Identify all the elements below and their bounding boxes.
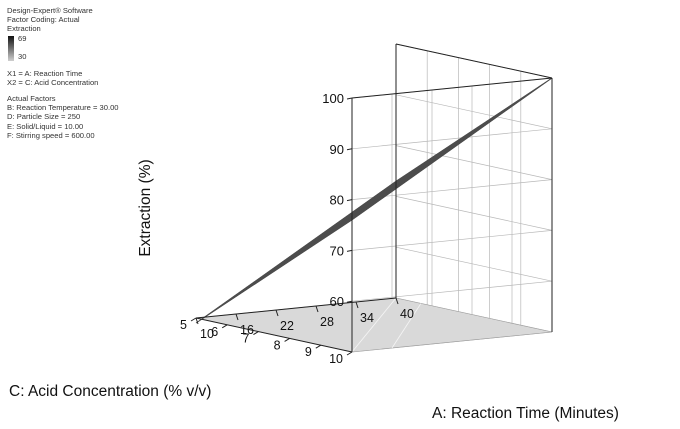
- x-tick-mark-1: [235, 313, 239, 321]
- wall-left-gridline-z-4: [351, 128, 553, 150]
- y-axis-label: C: Acid Concentration (% v/v): [9, 383, 211, 400]
- scale-high-value: 69: [18, 33, 27, 43]
- x-axis-label: A: Reaction Time (Minutes): [432, 405, 619, 422]
- surface-mesh-y-59: [349, 79, 550, 222]
- x-tick-mark-4: [355, 301, 359, 309]
- z-tick-mark-2: [346, 199, 353, 202]
- design-legend: Design-Expert® Software Factor Coding: A…: [7, 6, 197, 140]
- actual-factor-3: F: Stirring speed = 600.00: [7, 130, 95, 140]
- tick-labels: 60 70 80 90 100 10 16 22 28 34 40 5 6 7 8 9 10: [180, 91, 414, 366]
- z-axis-label: Extraction (%): [137, 159, 154, 256]
- z-tick-mark-3: [346, 148, 353, 151]
- y-tick-0: 5: [180, 318, 187, 332]
- y-tick-mark-1: [221, 324, 228, 329]
- frame-front-x-edge: [195, 297, 397, 319]
- x-tick-5: 40: [400, 307, 414, 321]
- x-tick-2: 22: [280, 319, 294, 333]
- x-tick-mark-0: [195, 317, 199, 325]
- wall-right-gridline-z-4: [395, 94, 553, 130]
- y-tick-mark-3: [284, 337, 290, 342]
- color-scale: 69 30: [7, 34, 197, 62]
- back-wall-right: [396, 44, 552, 332]
- wall-right-gridline-z-1: [395, 246, 553, 282]
- x2-factor: X2 = C: Acid Concentration: [7, 77, 99, 87]
- x-tick-mark-2: [275, 309, 279, 317]
- wall-right-gridline-z-2: [395, 196, 553, 231]
- response-surface: [195, 77, 553, 324]
- back-walls: [351, 43, 553, 353]
- y-tick-mark-0: [190, 317, 197, 322]
- box-frame: [195, 43, 553, 353]
- wall-left-gridline-z-1: [351, 280, 553, 302]
- actual-factor-0: B: Reaction Temperature = 30.00: [7, 103, 119, 113]
- wall-right-gridline-z-3: [395, 145, 553, 180]
- wall-left-gridline-z-2: [351, 230, 553, 251]
- frame-top-left-edge: [351, 77, 553, 99]
- y-tick-5: 10: [329, 352, 343, 366]
- response-name: Extraction: [7, 24, 41, 34]
- factor-coding: Factor Coding: Actual: [7, 15, 80, 25]
- y-tick-2: 7: [242, 332, 249, 346]
- y-tick-mark-2: [253, 331, 259, 336]
- x-tick-mark-5: [395, 297, 399, 305]
- y-tick-mark-5: [346, 351, 353, 356]
- actual-factors-title: Actual Factors: [7, 94, 56, 104]
- scale-low-value: 30: [18, 51, 27, 61]
- x1-factor: X1 = A: Reaction Time: [7, 68, 83, 78]
- software-name: Design-Expert® Software: [7, 6, 93, 15]
- y-tick-4: 9: [305, 345, 312, 359]
- x-tick-4: 34: [360, 311, 374, 325]
- x-tick-1: 16: [240, 323, 254, 337]
- frame-top-right-edge: [395, 43, 553, 79]
- z-tick-3: 90: [330, 142, 344, 157]
- y-tick-mark-4: [315, 344, 322, 349]
- x-tick-3: 28: [320, 315, 334, 329]
- x-tick-mark-3: [315, 305, 319, 313]
- z-tick-4: 100: [322, 91, 344, 106]
- z-tick-mark-1: [346, 249, 353, 252]
- color-scale-bar: [8, 35, 14, 61]
- floor-contour-b: [391, 303, 422, 349]
- y-tick-1: 6: [211, 325, 218, 339]
- frame-front-y-edge: [195, 317, 353, 353]
- surface-mesh-x-59: [392, 80, 549, 184]
- x-tick-0: 10: [200, 327, 214, 341]
- z-tick-2: 80: [330, 193, 344, 208]
- z-tick-0: 60: [330, 294, 344, 309]
- z-tick-mark-0: [346, 300, 353, 303]
- z-tick-1: 70: [330, 243, 344, 258]
- floor-contour-a: [351, 297, 397, 353]
- actual-factor-1: D: Particle Size = 250: [7, 112, 81, 122]
- actual-factor-2: E: Solid/Liquid = 10.00: [7, 121, 84, 131]
- z-tick-mark-4: [346, 97, 353, 100]
- y-tick-3: 8: [274, 338, 281, 352]
